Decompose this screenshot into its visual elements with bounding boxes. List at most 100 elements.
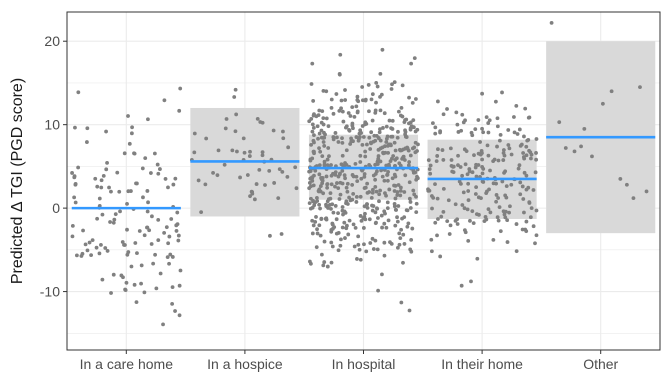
data-point xyxy=(310,61,315,66)
data-point xyxy=(317,223,322,228)
data-point xyxy=(486,121,491,125)
data-point xyxy=(319,177,324,182)
data-point xyxy=(101,173,106,178)
axes: -10 0 10 20 In a care home In a hospice In hos… xyxy=(40,33,619,372)
data-point xyxy=(329,240,334,245)
data-point xyxy=(481,180,486,184)
data-point xyxy=(413,97,418,101)
data-point xyxy=(267,169,272,173)
data-point xyxy=(173,176,178,181)
data-point xyxy=(111,272,116,277)
data-point xyxy=(72,195,77,200)
data-point xyxy=(534,137,539,141)
data-point xyxy=(515,132,520,136)
data-point xyxy=(504,195,509,200)
data-point xyxy=(118,209,122,214)
data-point xyxy=(127,141,132,146)
data-point xyxy=(512,115,516,119)
data-point xyxy=(457,179,462,184)
data-point xyxy=(456,163,460,168)
data-point xyxy=(318,184,323,188)
data-point xyxy=(385,178,390,183)
data-point xyxy=(433,125,438,130)
data-point xyxy=(403,128,407,133)
data-point xyxy=(343,176,347,181)
data-point xyxy=(534,208,539,213)
data-point xyxy=(317,108,322,113)
data-point xyxy=(454,110,459,115)
data-point xyxy=(145,189,150,193)
data-point xyxy=(459,283,464,288)
data-point xyxy=(522,210,526,215)
data-point xyxy=(407,308,412,313)
x-tick-label: Other xyxy=(583,356,618,372)
data-point xyxy=(376,216,380,220)
data-point xyxy=(100,277,105,282)
data-point xyxy=(70,223,75,228)
data-point xyxy=(448,223,453,228)
data-point xyxy=(360,85,365,89)
data-point xyxy=(407,121,411,126)
data-point xyxy=(257,167,262,172)
data-point xyxy=(333,204,338,208)
data-point xyxy=(130,125,134,130)
data-point xyxy=(478,140,482,144)
data-point xyxy=(448,146,453,151)
data-point xyxy=(476,118,481,122)
data-point xyxy=(358,257,363,262)
data-point xyxy=(533,170,538,175)
data-point xyxy=(409,237,414,242)
data-point xyxy=(326,124,331,129)
data-point xyxy=(435,154,440,158)
data-point xyxy=(125,252,130,257)
data-point xyxy=(378,146,383,151)
data-point xyxy=(460,203,465,207)
data-point xyxy=(397,147,402,152)
data-point xyxy=(427,167,432,172)
data-point xyxy=(392,183,396,188)
data-point xyxy=(480,171,485,176)
data-point xyxy=(383,211,387,216)
data-point xyxy=(370,203,374,208)
data-point xyxy=(412,56,417,61)
data-point xyxy=(151,261,156,266)
data-point xyxy=(456,153,460,158)
data-point xyxy=(512,130,517,135)
data-point xyxy=(339,106,343,111)
data-point xyxy=(508,204,512,209)
data-point xyxy=(453,202,458,207)
data-point xyxy=(145,225,149,230)
data-point xyxy=(142,290,147,295)
data-point xyxy=(487,187,491,192)
data-point xyxy=(223,126,228,131)
data-point xyxy=(365,142,369,147)
data-point xyxy=(325,199,330,204)
data-point xyxy=(514,249,519,254)
data-point xyxy=(373,184,378,189)
data-point xyxy=(466,198,471,203)
data-point xyxy=(139,281,143,286)
data-point xyxy=(345,189,350,194)
data-point xyxy=(171,182,176,187)
data-point xyxy=(463,162,468,167)
data-point xyxy=(338,52,343,57)
data-point xyxy=(480,126,484,131)
data-point xyxy=(163,177,168,181)
y-tick-label: 0 xyxy=(52,200,60,216)
data-point xyxy=(260,150,265,155)
data-point xyxy=(352,244,357,249)
data-point xyxy=(263,183,267,187)
data-point xyxy=(363,211,367,216)
data-point xyxy=(498,229,503,234)
data-point xyxy=(408,200,413,204)
data-point xyxy=(234,112,239,117)
data-point xyxy=(396,183,401,187)
data-point xyxy=(345,181,350,186)
data-point xyxy=(316,136,320,141)
data-point xyxy=(99,178,104,183)
data-point xyxy=(450,169,455,174)
data-point xyxy=(311,125,316,130)
y-axis-title: Predicted Δ TGI (PGD score) xyxy=(9,78,26,284)
data-point xyxy=(529,206,534,211)
data-point xyxy=(408,127,413,132)
